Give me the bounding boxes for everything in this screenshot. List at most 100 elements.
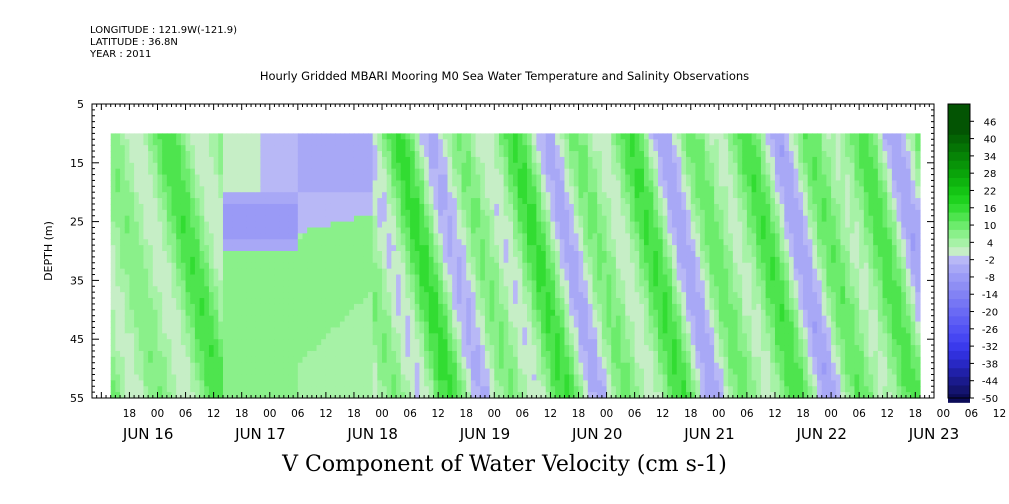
heatmap-cell <box>166 168 173 176</box>
heatmap-cell <box>400 303 407 311</box>
heatmap-cell <box>213 192 219 199</box>
heatmap-cell <box>157 392 163 399</box>
heatmap-cell <box>166 368 173 376</box>
heatmap-cell <box>578 221 584 229</box>
heatmap-cell <box>288 268 294 276</box>
heatmap-cell <box>237 315 243 323</box>
heatmap-cell <box>573 133 580 140</box>
heatmap-cell <box>199 392 205 399</box>
heatmap-cell <box>466 333 472 340</box>
heatmap-cell <box>597 362 603 370</box>
heatmap-cell <box>218 368 224 376</box>
heatmap-cell <box>288 162 294 170</box>
heatmap-cell <box>274 239 280 246</box>
heatmap-cell <box>330 239 336 246</box>
heatmap-cell <box>620 239 626 246</box>
heatmap-cell <box>138 292 145 299</box>
heatmap-cell <box>349 227 355 234</box>
heatmap-cell <box>452 386 458 393</box>
heatmap-cell <box>428 186 435 193</box>
heatmap-cell <box>251 251 257 258</box>
heatmap-cell <box>489 215 495 223</box>
heatmap-cell <box>218 309 224 317</box>
heatmap-cell <box>190 151 196 158</box>
heatmap-cell <box>251 174 257 182</box>
heatmap-cell <box>138 315 145 323</box>
heatmap-cell <box>438 280 444 287</box>
heatmap-cell <box>428 321 435 329</box>
heatmap-cell <box>237 139 243 146</box>
heatmap-cell <box>475 233 481 240</box>
heatmap-cell <box>428 192 435 199</box>
heatmap-cell <box>419 333 425 340</box>
heatmap-cell <box>316 203 322 211</box>
heatmap-cell <box>414 156 421 164</box>
heatmap-cell <box>180 198 187 205</box>
heatmap-cell <box>559 321 566 329</box>
heatmap-cell <box>157 309 163 317</box>
heatmap-cell <box>190 139 196 146</box>
heatmap-cell <box>232 151 238 158</box>
heatmap-cell <box>335 162 341 170</box>
heatmap-cell <box>237 386 243 393</box>
heatmap-cell <box>171 198 177 205</box>
heatmap-cell <box>353 203 360 211</box>
heatmap-cell <box>470 374 477 381</box>
heatmap-cell <box>428 268 435 276</box>
heatmap-cell <box>522 362 528 370</box>
heatmap-cell <box>480 303 486 311</box>
heatmap-cell <box>410 192 416 199</box>
heatmap-cell <box>475 186 481 193</box>
heatmap-cell <box>138 209 145 217</box>
heatmap-cell <box>615 186 622 193</box>
heatmap-cell <box>508 298 514 305</box>
heatmap-cell <box>199 345 205 352</box>
heatmap-cell <box>293 392 299 399</box>
heatmap-cell <box>232 315 238 323</box>
heatmap-cell <box>311 262 318 270</box>
heatmap-cell <box>583 345 589 352</box>
heatmap-cell <box>396 203 402 211</box>
heatmap-cell <box>297 233 304 240</box>
heatmap-cell <box>503 198 509 205</box>
heatmap-cell <box>456 245 463 252</box>
heatmap-cell <box>461 156 467 164</box>
heatmap-cell <box>573 174 580 182</box>
heatmap-cell <box>349 356 355 364</box>
heatmap-cell <box>498 203 505 211</box>
heatmap-cell <box>391 380 397 387</box>
heatmap-cell <box>452 245 458 252</box>
heatmap-cell <box>311 192 318 199</box>
heatmap-cell <box>251 303 257 311</box>
heatmap-cell <box>260 151 266 158</box>
heatmap-cell <box>208 209 215 217</box>
heatmap-cell <box>293 368 299 376</box>
heatmap-cell <box>293 145 299 152</box>
heatmap-cell <box>265 345 271 352</box>
heatmap-cell <box>569 227 575 234</box>
heatmap-cell <box>606 162 612 170</box>
heatmap-cell <box>438 356 444 364</box>
heatmap-cell <box>180 356 187 364</box>
heatmap-cell <box>494 286 500 293</box>
heatmap-cell <box>569 139 575 146</box>
heatmap-cell <box>489 198 495 205</box>
heatmap-cell <box>503 333 509 340</box>
heatmap-cell <box>400 362 407 370</box>
heatmap-cell <box>480 327 486 334</box>
heatmap-cell <box>447 345 453 352</box>
heatmap-cell <box>386 203 392 211</box>
heatmap-cell <box>311 356 318 364</box>
heatmap-cell <box>218 209 224 217</box>
heatmap-cell <box>484 286 491 293</box>
heatmap-cell <box>255 239 261 246</box>
heatmap-cell <box>227 133 233 140</box>
heatmap-cell <box>513 286 519 293</box>
heatmap-cell <box>461 392 467 399</box>
heatmap-cell <box>606 198 612 205</box>
heatmap-cell <box>531 145 537 152</box>
heatmap-cell <box>597 174 603 182</box>
heatmap-cell <box>260 215 266 223</box>
heatmap-cell <box>213 262 219 270</box>
heatmap-cell <box>307 198 313 205</box>
